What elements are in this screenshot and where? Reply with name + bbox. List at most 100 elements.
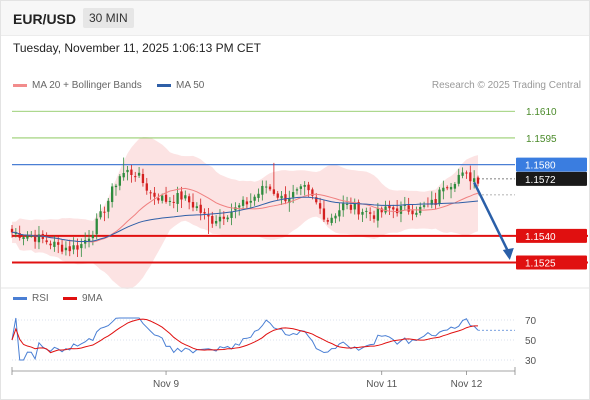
chart-header: EUR/USD 30 MIN (1, 1, 589, 36)
candle-body (472, 178, 476, 182)
candle-body (157, 198, 160, 201)
candle-body (342, 203, 345, 211)
level-label-3: 1.1572 (525, 175, 556, 186)
candle-body (91, 235, 95, 239)
candle-body (172, 201, 175, 203)
candle-body (318, 203, 322, 209)
candle-body (288, 198, 291, 203)
level-label-0: 1.1610 (526, 107, 557, 118)
candle-body (411, 210, 414, 215)
candle-body (311, 189, 314, 196)
candle-body (395, 208, 399, 214)
candle-body (57, 242, 60, 245)
candle-body (141, 174, 145, 184)
candle-body (245, 201, 249, 205)
candle-body (457, 174, 460, 184)
candle-body (222, 216, 225, 219)
candle-body (33, 234, 37, 242)
candle-body (380, 208, 383, 213)
candle-body (299, 186, 302, 189)
candle-body (365, 210, 368, 212)
candle-body (118, 176, 121, 186)
candle-body (415, 212, 418, 215)
candle-body (261, 185, 264, 195)
ma20-swatch (13, 83, 27, 87)
candle-body (253, 196, 256, 201)
candle-body (207, 214, 210, 217)
level-tag-3 (516, 171, 587, 186)
candle-body (345, 203, 349, 205)
candle-body (26, 235, 29, 239)
candle-body (37, 234, 41, 243)
rsi-line (11, 317, 479, 361)
candle-body (465, 172, 468, 174)
rsi-tick-1: 50 (525, 336, 537, 347)
ma50-label: MA 50 (176, 80, 205, 91)
candle-body (438, 189, 441, 204)
level-tag-2 (516, 157, 587, 172)
candle-body (372, 215, 376, 219)
candle-body (234, 207, 237, 211)
bollinger-band (12, 137, 478, 290)
candle-body (122, 173, 125, 178)
candle-body (14, 232, 18, 234)
candle-body (376, 207, 380, 221)
research-note: Research © 2025 Trading Central (431, 80, 581, 91)
candle-body (80, 244, 83, 249)
ma20-line (11, 187, 479, 243)
candle-body (442, 187, 445, 192)
candle-body (326, 220, 329, 222)
candle-body (241, 199, 245, 206)
candle-body (334, 215, 337, 219)
candle-body (68, 246, 71, 252)
candle-body (434, 199, 437, 205)
candle-body (130, 169, 133, 175)
candle-body (322, 208, 326, 220)
candle-body (446, 187, 449, 189)
candle-body (257, 193, 260, 198)
rsi-9ma-line (11, 318, 479, 354)
candle-body (195, 206, 199, 209)
candle-body (22, 237, 25, 240)
forecast-arrow-head (502, 247, 514, 260)
candle-body (276, 193, 279, 198)
candle-body (315, 197, 318, 203)
candle-body (99, 211, 102, 218)
candle-body (103, 211, 106, 213)
candle-body (357, 202, 360, 215)
candle-body (249, 200, 252, 203)
candle-body (403, 204, 406, 206)
candle-body (384, 206, 387, 213)
candle-body (265, 186, 268, 188)
candle-body (338, 210, 341, 217)
candle-body (388, 205, 391, 209)
candle-body (203, 212, 206, 214)
legend-9ma: 9MA (63, 293, 103, 304)
candle-body (226, 217, 229, 220)
candle-body (161, 195, 164, 201)
candle-body (218, 216, 222, 222)
candle-body (164, 194, 168, 202)
timeframe-badge[interactable]: 30 MIN (83, 8, 134, 28)
candle-body (449, 186, 453, 190)
candle-body (291, 192, 295, 198)
candle-body (10, 228, 14, 233)
candle-body (191, 202, 195, 208)
candle-body (238, 205, 241, 208)
candle-body (476, 177, 480, 184)
candle-body (184, 195, 187, 199)
candle-body (307, 184, 310, 191)
candle-body (295, 189, 299, 191)
candle-body (60, 244, 64, 252)
candle-body (280, 195, 283, 199)
candle-body (49, 243, 52, 246)
rsi-label: RSI (32, 293, 49, 304)
candle-body (353, 203, 356, 210)
legend-ma50: MA 50 (157, 80, 204, 91)
candle-body (199, 204, 202, 213)
candle-body (137, 172, 141, 176)
level-label-1: 1.1595 (526, 134, 557, 145)
candle-body (349, 204, 353, 210)
legend-ma20: MA 20 + Bollinger Bands (13, 80, 142, 91)
